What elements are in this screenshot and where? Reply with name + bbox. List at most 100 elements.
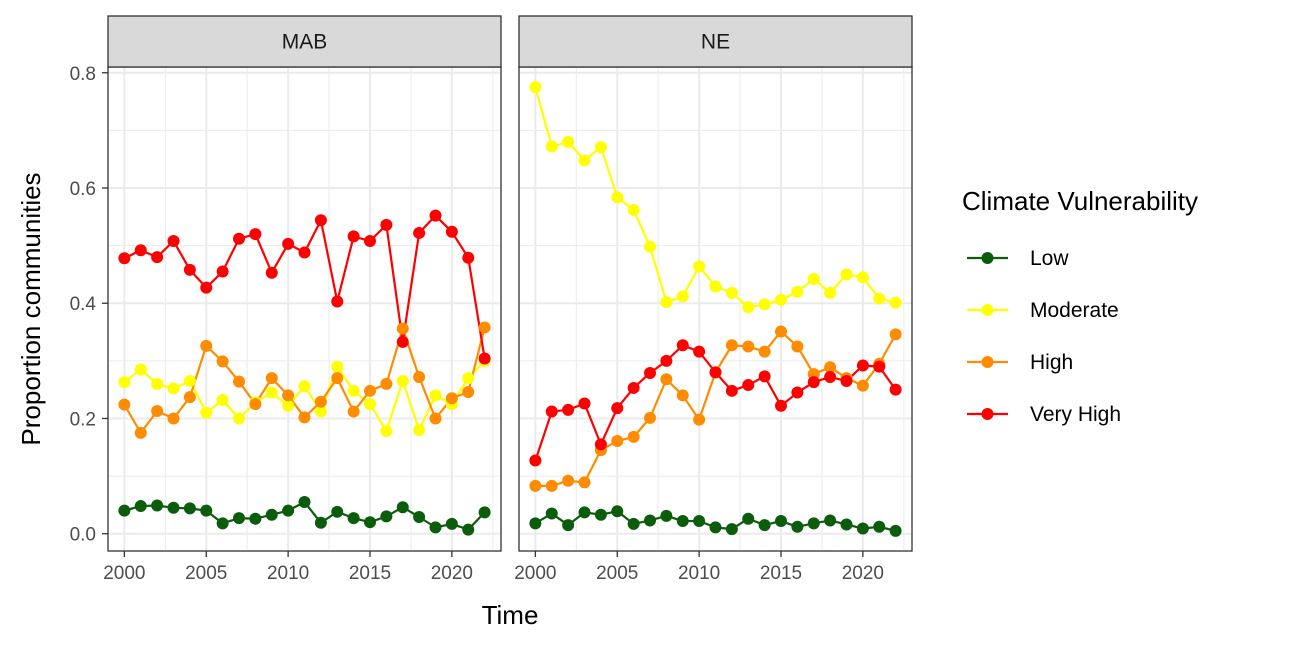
x-tick-label: 2015 <box>760 563 802 584</box>
panel-background <box>108 67 501 551</box>
data-point-very-high <box>380 218 393 231</box>
strip-background <box>107 15 502 68</box>
data-point-moderate <box>529 81 542 94</box>
data-point-very-high <box>396 335 409 348</box>
data-point-very-high <box>742 379 755 392</box>
data-point-low <box>807 517 820 530</box>
data-point-high <box>529 479 542 492</box>
panel-background <box>519 67 912 551</box>
data-point-moderate <box>873 292 886 305</box>
data-point-moderate <box>151 377 164 390</box>
data-point-high <box>118 398 131 411</box>
data-point-very-high <box>693 345 706 358</box>
data-point-very-high <box>545 405 558 418</box>
data-point-low <box>265 508 278 521</box>
data-point-very-high <box>265 266 278 279</box>
data-point-low <box>298 496 311 509</box>
data-point-low <box>889 524 902 537</box>
data-point-moderate <box>216 394 229 407</box>
y-axis: 0.0 0.2 0.4 0.6 0.8 <box>70 64 108 546</box>
data-point-moderate <box>347 384 360 397</box>
data-point-very-high <box>644 366 656 379</box>
panels: MAB 2000 2005 2010 2015 2020 NE 2000 2005 2010 201… <box>103 15 913 584</box>
data-point-high <box>200 339 213 352</box>
data-point-very-high <box>856 359 869 372</box>
data-point-moderate <box>627 203 640 216</box>
data-point-low <box>644 514 656 527</box>
data-point-very-high <box>758 370 771 383</box>
data-point-moderate <box>709 280 722 293</box>
x-tick-label: 2010 <box>267 563 309 584</box>
data-point-very-high <box>183 263 196 276</box>
data-point-low <box>364 516 376 529</box>
legend-key-point <box>981 252 994 264</box>
data-point-high <box>445 392 458 405</box>
data-point-low <box>314 516 327 529</box>
data-point-moderate <box>578 154 591 167</box>
data-point-low <box>840 518 853 531</box>
data-point-low <box>660 509 673 522</box>
data-point-moderate <box>562 135 575 148</box>
data-point-very-high <box>462 251 475 264</box>
panel-mab: MAB 2000 2005 2010 2015 2020 <box>103 15 502 584</box>
data-point-low <box>118 504 131 517</box>
data-point-high <box>347 405 360 418</box>
panel-ne: NE 2000 2005 2010 2015 2020 <box>514 15 913 584</box>
data-point-high <box>413 370 426 383</box>
data-point-very-high <box>824 370 837 383</box>
data-point-high <box>265 372 278 385</box>
data-point-very-high <box>578 397 591 410</box>
data-point-moderate <box>265 386 278 399</box>
data-point-moderate <box>840 268 853 281</box>
legend-item-high: High <box>967 351 1073 374</box>
data-point-very-high <box>660 354 673 367</box>
data-point-high <box>478 321 491 334</box>
data-point-moderate <box>200 406 213 419</box>
data-point-high <box>889 328 902 341</box>
data-point-high <box>611 434 624 447</box>
data-point-low <box>183 502 196 515</box>
y-tick-label: 0.8 <box>70 64 96 85</box>
data-point-moderate <box>429 389 442 402</box>
data-point-moderate <box>807 273 820 286</box>
data-point-high <box>183 391 196 404</box>
y-tick-label: 0.4 <box>70 294 97 315</box>
data-point-low <box>775 515 787 528</box>
data-point-moderate <box>856 271 869 284</box>
data-point-very-high <box>676 339 689 352</box>
legend-label: Low <box>1030 247 1069 270</box>
data-point-low <box>429 521 442 534</box>
data-point-low <box>578 506 591 519</box>
data-point-very-high <box>775 399 787 412</box>
data-point-very-high <box>167 235 180 248</box>
data-point-high <box>429 412 442 425</box>
x-tick-label: 2005 <box>185 563 227 584</box>
strip-label: MAB <box>282 31 328 54</box>
data-point-low <box>873 520 886 533</box>
data-point-very-high <box>331 295 344 308</box>
data-point-low <box>167 501 180 514</box>
data-point-moderate <box>314 405 327 418</box>
data-point-low <box>233 512 245 525</box>
data-point-high <box>151 404 164 417</box>
data-point-low <box>742 512 755 525</box>
legend-title: Climate Vulnerability <box>962 186 1198 216</box>
data-point-low <box>709 521 722 534</box>
data-point-high <box>396 322 409 335</box>
x-tick-label: 2010 <box>678 563 720 584</box>
data-point-very-high <box>627 381 640 394</box>
data-point-very-high <box>200 281 213 294</box>
data-point-moderate <box>693 260 706 273</box>
data-point-very-high <box>347 230 360 243</box>
data-point-low <box>396 501 409 514</box>
data-point-very-high <box>151 251 164 264</box>
legend-label: High <box>1030 351 1073 374</box>
data-point-low <box>249 512 262 525</box>
data-point-high <box>791 340 804 353</box>
data-point-low <box>758 519 771 532</box>
data-point-moderate <box>545 140 558 153</box>
data-point-high <box>644 411 656 424</box>
data-point-high <box>364 384 376 397</box>
x-axis-title: Time <box>482 600 539 630</box>
data-point-low <box>562 519 575 532</box>
